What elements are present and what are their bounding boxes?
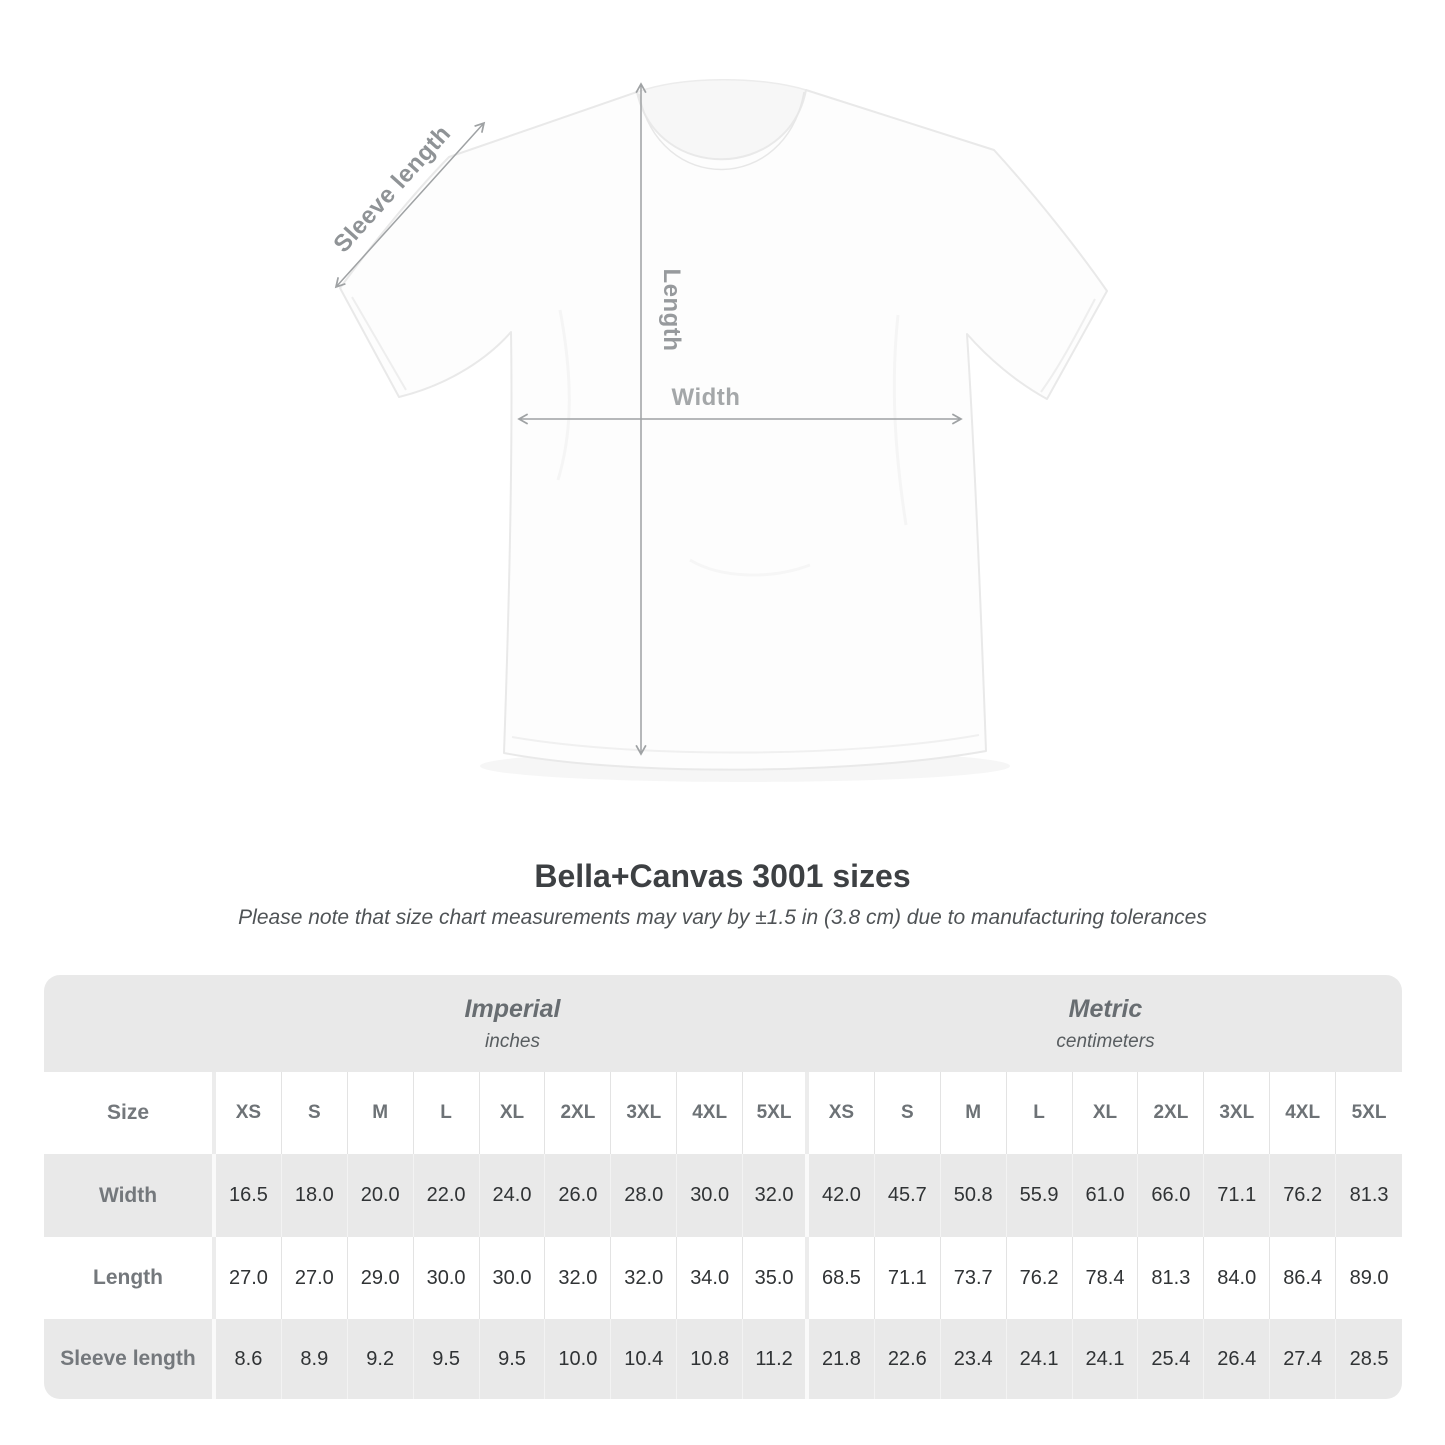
table-cell-imperial: 30.0 [677, 1154, 744, 1237]
table-cell-metric: 86.4 [1270, 1237, 1337, 1319]
table-cell-metric: 68.5 [808, 1237, 875, 1319]
table-cell-metric: 76.2 [1270, 1154, 1337, 1237]
table-cell-metric: 26.4 [1204, 1319, 1271, 1399]
table-cell-imperial: 11.2 [743, 1319, 809, 1399]
table-cell-metric: 27.4 [1270, 1319, 1337, 1399]
table-cell-metric: 71.1 [1204, 1154, 1271, 1237]
unit-group-name: Metric [1068, 994, 1143, 1023]
table-cell-imperial: 8.6 [216, 1319, 282, 1399]
table-cell-imperial: 32.0 [545, 1237, 612, 1319]
size-column-header: 3XL [611, 1072, 678, 1154]
tshirt-measurement-diagram: Sleeve length Length Width [328, 79, 1108, 771]
table-cell-metric: 21.8 [808, 1319, 875, 1399]
table-cell-imperial: 18.0 [281, 1154, 348, 1237]
size-column-header: 5XL [743, 1072, 809, 1154]
table-cell-metric: 76.2 [1006, 1237, 1073, 1319]
size-column-header: XL [1072, 1072, 1139, 1154]
table-cell-metric: 71.1 [874, 1237, 941, 1319]
table-cell-imperial: 28.0 [611, 1154, 678, 1237]
size-column-header: 2XL [1138, 1072, 1205, 1154]
table-cell-metric: 73.7 [940, 1237, 1007, 1319]
sleeve-length-arrow [334, 121, 486, 289]
table-cell-metric: 28.5 [1336, 1319, 1402, 1399]
table-cell-imperial: 29.0 [347, 1237, 414, 1319]
table-cell-imperial: 26.0 [545, 1154, 612, 1237]
table-cell-imperial: 35.0 [743, 1237, 809, 1319]
table-cell-metric: 81.3 [1336, 1154, 1402, 1237]
shirt-wrinkle [556, 309, 571, 481]
table-cell-metric: 24.1 [1006, 1319, 1073, 1399]
row-label: Length [44, 1237, 216, 1319]
table-cell-imperial: 30.0 [479, 1237, 546, 1319]
table-cell-metric: 66.0 [1138, 1154, 1205, 1237]
size-column-header: 4XL [677, 1072, 744, 1154]
size-column-header: S [874, 1072, 941, 1154]
shirt-body [339, 89, 1108, 771]
shirt-right-cuff-seam [1040, 298, 1096, 393]
length-label: Length [658, 269, 685, 352]
table-cell-metric: 81.3 [1138, 1237, 1205, 1319]
size-column-header: 4XL [1270, 1072, 1337, 1154]
table-cell-imperial: 10.4 [611, 1319, 678, 1399]
table-cell-imperial: 22.0 [413, 1154, 480, 1237]
table-cell-imperial: 34.0 [677, 1237, 744, 1319]
table-cell-imperial: 27.0 [281, 1237, 348, 1319]
page-title: Bella+Canvas 3001 sizes [534, 858, 911, 894]
size-column-header: M [347, 1072, 414, 1154]
size-column-header: 3XL [1204, 1072, 1271, 1154]
table-cell-imperial: 27.0 [216, 1237, 282, 1319]
table-cell-imperial: 9.5 [413, 1319, 480, 1399]
table-cell-imperial: 10.0 [545, 1319, 612, 1399]
table-cell-metric: 22.6 [874, 1319, 941, 1399]
unit-group-name: Imperial [464, 994, 561, 1023]
tshirt-illustration: Sleeve length Length Width [328, 79, 1108, 771]
table-cell-imperial: 10.8 [677, 1319, 744, 1399]
table-cell-metric: 84.0 [1204, 1237, 1271, 1319]
table-cell-imperial: 32.0 [611, 1237, 678, 1319]
table-cell-imperial: 9.5 [479, 1319, 546, 1399]
size-column-header: L [1006, 1072, 1073, 1154]
row-label: Width [44, 1154, 216, 1237]
unit-group-header-metric: Metric centimeters [808, 975, 1402, 1072]
table-cell-metric: 61.0 [1072, 1154, 1139, 1237]
size-column-header: 5XL [1336, 1072, 1402, 1154]
size-column-header: XS [808, 1072, 875, 1154]
shirt-collar-seam [638, 91, 805, 171]
table-cell-metric: 89.0 [1336, 1237, 1402, 1319]
size-column-header: 2XL [545, 1072, 612, 1154]
size-row-label: Size [44, 1072, 216, 1154]
table-cell-imperial: 16.5 [216, 1154, 282, 1237]
table-cell-imperial: 24.0 [479, 1154, 546, 1237]
table-cell-imperial: 32.0 [743, 1154, 809, 1237]
unit-group-header-imperial: Imperial inches [216, 975, 809, 1072]
table-cell-metric: 23.4 [940, 1319, 1007, 1399]
width-label: Width [672, 384, 741, 411]
shirt-hem-seam [511, 734, 980, 754]
size-chart-disclaimer: Please note that size chart measurements… [238, 906, 1207, 929]
size-column-header: M [940, 1072, 1007, 1154]
size-column-header: L [413, 1072, 480, 1154]
table-cell-metric: 50.8 [940, 1154, 1007, 1237]
table-cell-imperial: 8.9 [281, 1319, 348, 1399]
shirt-left-cuff-seam [351, 296, 407, 391]
unit-group-unit: inches [485, 1030, 540, 1052]
size-column-header: S [281, 1072, 348, 1154]
table-cell-metric: 55.9 [1006, 1154, 1073, 1237]
table-cell-imperial: 20.0 [347, 1154, 414, 1237]
shirt-wrinkle [689, 558, 811, 577]
table-cell-metric: 45.7 [874, 1154, 941, 1237]
unit-group-unit: centimeters [1056, 1030, 1155, 1052]
table-cell-metric: 25.4 [1138, 1319, 1205, 1399]
table-cell-metric: 78.4 [1072, 1237, 1139, 1319]
size-column-header: XL [479, 1072, 546, 1154]
table-cell-imperial: 9.2 [347, 1319, 414, 1399]
size-column-header: XS [216, 1072, 282, 1154]
size-table: Imperial inches Metric centimeters Size XS S M L… [44, 975, 1402, 1399]
table-cell-imperial: 30.0 [413, 1237, 480, 1319]
table-cell-metric: 24.1 [1072, 1319, 1139, 1399]
table-cell-metric: 42.0 [808, 1154, 875, 1237]
row-label: Sleeve length [44, 1319, 216, 1399]
table-header-corner [44, 975, 216, 1072]
